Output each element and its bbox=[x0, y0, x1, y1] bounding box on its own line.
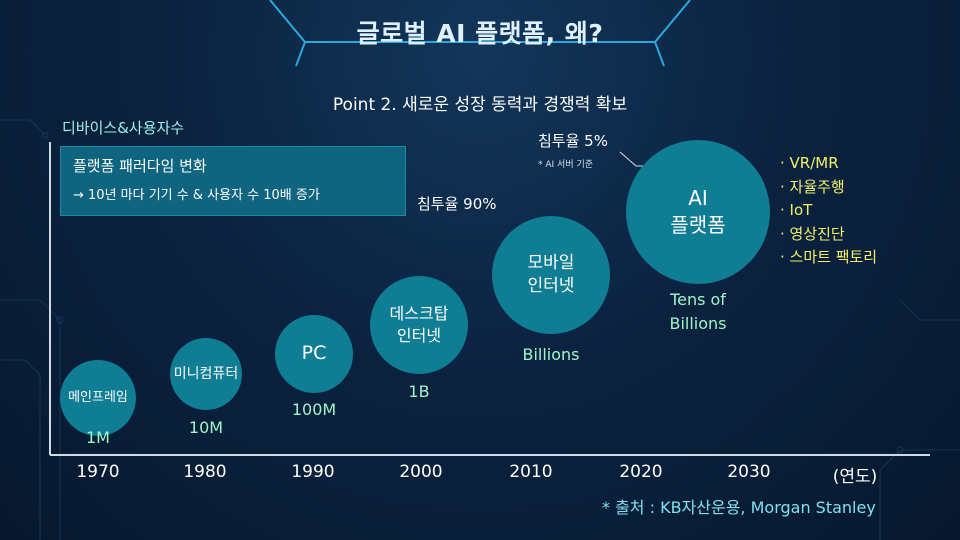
stage-ai-platform-value-2: Billions bbox=[669, 314, 727, 333]
stage-desktop-internet-label-2: 인터넷 bbox=[396, 326, 442, 345]
penetration-ai: 침투율 5% bbox=[538, 132, 608, 150]
year-1980: 1980 bbox=[183, 462, 227, 482]
paradigm-callout: 플랫폼 패러다임 변화 → 10년 마다 기기 수 & 사용자 수 10배 증가 bbox=[60, 146, 406, 216]
stage-minicomputer-label: 미니컴퓨터 bbox=[173, 365, 239, 382]
penetration-mobile: 침투율 90% bbox=[417, 195, 497, 213]
page-subtitle: Point 2. 새로운 성장 동력과 경쟁력 확보 bbox=[332, 95, 628, 115]
stage-ai-platform-value: Tens of Billions bbox=[648, 288, 748, 336]
stage-mobile-internet-label-1: 모바일 bbox=[527, 253, 575, 274]
year-unit-label: (연도) bbox=[832, 467, 878, 487]
stage-minicomputer-circle: 미니컴퓨터 bbox=[170, 338, 242, 410]
application-item: · 스마트 팩토리 bbox=[780, 248, 878, 266]
stage-mobile-internet-value: Billions bbox=[522, 345, 580, 364]
year-2030: 2030 bbox=[727, 462, 771, 482]
stage-ai-platform-circle: AI 플랫폼 bbox=[626, 140, 770, 284]
ai-applications-list: · VR/MR · 자율주행 · IoT · 영상진단 · 스마트 팩토리 bbox=[780, 152, 877, 270]
year-2020: 2020 bbox=[619, 462, 663, 482]
application-item: · 영상진단 bbox=[780, 224, 845, 243]
year-1990: 1990 bbox=[291, 462, 335, 482]
stage-ai-platform-label-2: 플랫폼 bbox=[670, 213, 726, 237]
callout-title: 플랫폼 패러다임 변화 bbox=[73, 157, 207, 175]
stage-ai-platform-label-1: AI bbox=[688, 186, 708, 210]
stage-mainframe-value: 1M bbox=[86, 428, 110, 447]
stage-pc-circle: PC bbox=[275, 315, 353, 393]
stage-desktop-internet-value: 1B bbox=[408, 382, 430, 401]
stage-mainframe-circle: 메인프레임 bbox=[60, 360, 136, 436]
y-axis-label: 디바이스&사용자수 bbox=[62, 119, 185, 137]
page-title: 글로벌 AI 플랫폼, 왜? bbox=[356, 19, 604, 48]
source-note: * 출처 : KB자산운용, Morgan Stanley bbox=[602, 498, 876, 517]
stage-desktop-internet-label-1: 데스크탑 bbox=[389, 304, 449, 324]
stage-pc-value: 100M bbox=[291, 400, 337, 419]
callout-text: → 10년 마다 기기 수 & 사용자 수 10배 증가 bbox=[73, 188, 320, 203]
stage-pc-label: PC bbox=[301, 342, 327, 365]
stage-mobile-internet-circle: 모바일 인터넷 bbox=[492, 216, 610, 334]
year-2000: 2000 bbox=[399, 462, 443, 482]
stage-mobile-internet-label-2: 인터넷 bbox=[527, 276, 575, 296]
application-item: · 자율주행 bbox=[780, 177, 845, 196]
stage-minicomputer-value: 10M bbox=[188, 418, 224, 437]
stage-ai-platform-value-1: Tens of bbox=[670, 290, 726, 309]
stage-mainframe-label: 메인프레임 bbox=[68, 390, 128, 406]
application-item: · IoT bbox=[780, 201, 813, 219]
application-item: · VR/MR bbox=[780, 154, 839, 172]
year-2010: 2010 bbox=[509, 462, 553, 482]
year-1970: 1970 bbox=[76, 462, 120, 482]
penetration-ai-note: * AI 서버 기준 bbox=[538, 160, 594, 170]
stage-desktop-internet-circle: 데스크탑 인터넷 bbox=[370, 276, 468, 374]
